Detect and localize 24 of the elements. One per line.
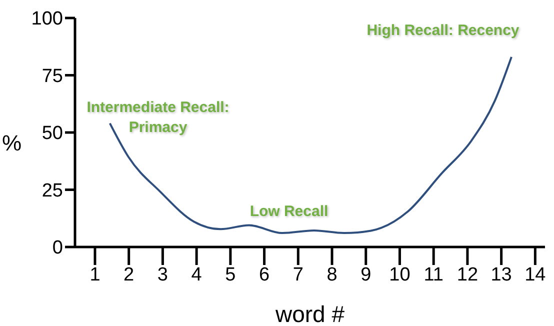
x-tick-label: 6 bbox=[259, 264, 270, 286]
x-tick-label: 13 bbox=[490, 264, 512, 286]
x-axis-title: word # bbox=[274, 301, 345, 326]
annotation: Intermediate Recall: Primacy bbox=[86, 99, 230, 136]
annotation: Low Recall bbox=[250, 203, 328, 220]
x-tick-label: 9 bbox=[360, 264, 372, 286]
x-tick-label: 5 bbox=[225, 264, 236, 286]
y-axis-title: % bbox=[2, 130, 22, 156]
x-tick-label: 4 bbox=[191, 264, 202, 286]
x-tick-label: 1 bbox=[90, 264, 100, 286]
x-tick-label: 12 bbox=[456, 264, 478, 286]
y-tick-label: 75 bbox=[42, 66, 63, 87]
y-tick-label: 100 bbox=[31, 8, 63, 30]
y-tick-label: 25 bbox=[42, 180, 63, 202]
x-tick-label: 11 bbox=[424, 264, 444, 286]
x-tick-label: 7 bbox=[292, 264, 304, 286]
y-tick-label: 50 bbox=[42, 123, 63, 144]
x-tick-label: 3 bbox=[157, 264, 168, 286]
y-tick-label: 0 bbox=[52, 238, 63, 259]
x-tick-label: 2 bbox=[124, 264, 134, 286]
x-tick-label: 14 bbox=[524, 264, 546, 286]
x-tick-label: 10 bbox=[389, 264, 410, 286]
annotation: High Recall: Recency bbox=[366, 22, 520, 39]
x-tick-label: 8 bbox=[326, 264, 338, 286]
